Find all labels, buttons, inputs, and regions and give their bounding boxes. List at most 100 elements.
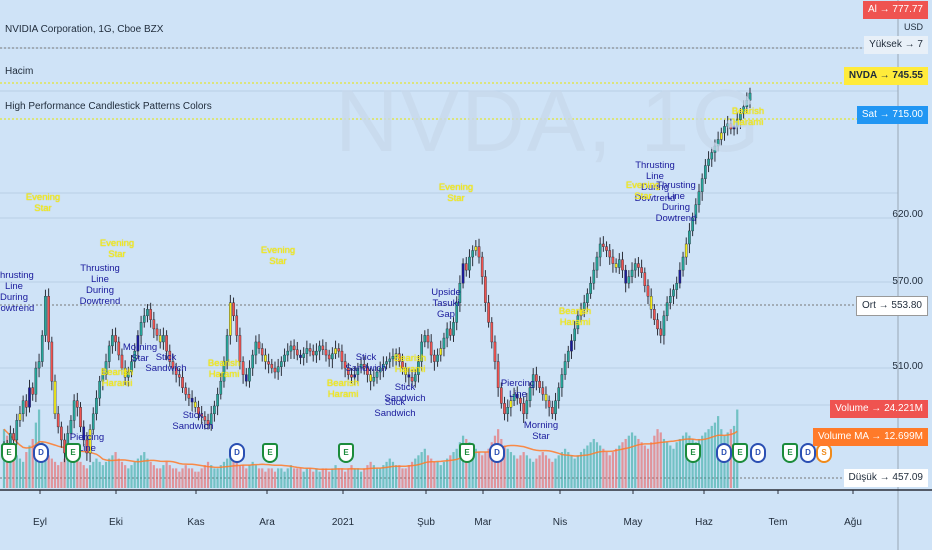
- currency-label[interactable]: USD: [903, 22, 923, 32]
- candle-body: [649, 296, 653, 310]
- candle-body: [305, 348, 309, 354]
- candle-body: [684, 243, 688, 258]
- volume-bar: [506, 448, 509, 488]
- candle-body: [25, 400, 28, 408]
- volume-bar: [127, 468, 130, 488]
- candle-body: [184, 387, 188, 395]
- candle-body: [544, 394, 548, 401]
- ask-price-tag: Al → 777.77: [862, 1, 928, 19]
- volume-bar: [544, 455, 548, 488]
- candle-body: [627, 276, 631, 284]
- earnings-marker[interactable]: E: [338, 443, 354, 463]
- volume-bar: [665, 442, 669, 488]
- earnings-marker[interactable]: E: [459, 443, 475, 463]
- volume-bar: [331, 468, 334, 488]
- earnings-marker[interactable]: E: [262, 443, 278, 463]
- candle-body: [133, 350, 137, 362]
- candle-body: [672, 289, 675, 297]
- candle-body: [318, 345, 321, 352]
- volume-bar: [391, 461, 395, 488]
- candle-body: [557, 387, 561, 401]
- candle-body: [388, 358, 392, 362]
- pattern-label: Evening Star: [260, 245, 296, 267]
- volume-bar: [28, 445, 31, 488]
- candle-body: [573, 328, 576, 341]
- volume-bar: [206, 461, 210, 488]
- volume-bar: [216, 468, 219, 488]
- candle-body: [716, 139, 720, 147]
- candle-body: [56, 413, 60, 428]
- candle-body: [566, 350, 570, 362]
- volume-bar: [197, 471, 200, 488]
- dividend-marker[interactable]: D: [33, 443, 49, 463]
- pattern-label: Thrusting Line During Dowtrend: [0, 270, 35, 314]
- volume-bar: [704, 432, 707, 488]
- candle-body: [563, 361, 567, 375]
- dividend-marker[interactable]: D: [716, 443, 732, 463]
- earnings-marker[interactable]: E: [685, 443, 701, 463]
- volume-bar: [522, 452, 525, 488]
- candle-body: [334, 348, 337, 354]
- dividend-marker[interactable]: D: [750, 443, 766, 463]
- candle-body: [142, 315, 146, 323]
- candle-body: [229, 302, 232, 336]
- volume-bar: [257, 468, 261, 488]
- volume-bar: [261, 468, 264, 488]
- pattern-label: Evening Star: [25, 192, 61, 214]
- volume-bar: [337, 468, 340, 488]
- volume-bar: [235, 461, 238, 488]
- candle-body: [468, 256, 471, 271]
- candle-body: [455, 302, 459, 323]
- split-marker[interactable]: S: [816, 443, 832, 463]
- volume-bar: [659, 432, 662, 488]
- volume-bar: [238, 465, 242, 488]
- volume-bar: [640, 442, 643, 488]
- volume-bar: [363, 468, 366, 488]
- dividend-marker[interactable]: D: [229, 443, 245, 463]
- candle-body: [158, 335, 162, 343]
- volume-bar: [697, 438, 701, 488]
- volume-bar: [168, 465, 171, 488]
- legend-title[interactable]: NVIDIA Corporation, 1G, Cboe BZX: [5, 24, 164, 35]
- volume-bar: [710, 425, 713, 488]
- candle-body: [410, 377, 414, 382]
- time-axis-label: Şub: [417, 517, 435, 528]
- volume-bar: [576, 455, 579, 488]
- earnings-marker[interactable]: E: [1, 443, 17, 463]
- candle-body: [426, 335, 430, 343]
- dividend-marker[interactable]: D: [800, 443, 816, 463]
- volume-bar: [484, 452, 487, 488]
- candle-body: [592, 269, 596, 284]
- candle-body: [85, 439, 89, 454]
- candle-body: [710, 152, 714, 160]
- candle-body: [570, 340, 573, 352]
- volume-bar: [528, 458, 532, 488]
- candle-body: [200, 413, 203, 417]
- candle-body: [162, 335, 165, 343]
- volume-bar: [681, 435, 685, 488]
- dividend-marker[interactable]: D: [489, 443, 505, 463]
- volume-bar: [133, 461, 136, 488]
- candle-body: [401, 361, 404, 369]
- earnings-marker[interactable]: E: [732, 443, 748, 463]
- volume-bar: [595, 442, 599, 488]
- candle-body: [18, 413, 22, 421]
- earnings-marker[interactable]: E: [65, 443, 81, 463]
- legend-volume[interactable]: Hacim: [5, 66, 34, 77]
- candle-body: [656, 319, 659, 330]
- candle-body: [155, 328, 159, 336]
- candle-body: [391, 356, 395, 360]
- candle-body: [372, 377, 376, 382]
- volume-bar: [535, 458, 538, 488]
- candle-body: [136, 335, 140, 352]
- legend-indicator[interactable]: High Performance Candlestick Patterns Co…: [5, 101, 212, 112]
- volume-bar: [108, 458, 111, 488]
- earnings-marker[interactable]: E: [782, 443, 798, 463]
- volume-bar: [471, 445, 474, 488]
- volume-bar: [286, 468, 289, 488]
- volume-bar: [114, 452, 117, 488]
- candle-body: [531, 374, 535, 388]
- time-axis-label: Nis: [552, 517, 568, 528]
- volume-bar: [143, 452, 146, 488]
